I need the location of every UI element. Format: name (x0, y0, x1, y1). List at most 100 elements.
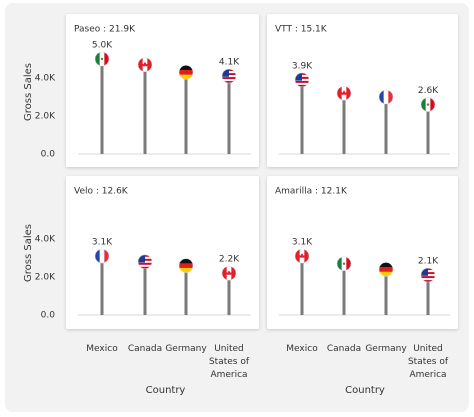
flag-part (179, 69, 193, 75)
panel (267, 14, 458, 167)
panel-title: VTT : 15.1K (275, 25, 328, 35)
flag-part (421, 280, 435, 283)
y-tick-label: 2.0K (35, 273, 56, 283)
value-label: 2.1K (418, 257, 439, 267)
flag-part (104, 52, 109, 66)
flag-part (222, 266, 227, 281)
flag-part (295, 82, 309, 86)
flag-part (304, 249, 309, 264)
x-tick-label: Mexico (286, 344, 318, 354)
flag-part (421, 97, 426, 112)
x-axis-label: Country (146, 385, 186, 396)
flag-part (231, 266, 236, 281)
flag-part (138, 262, 152, 265)
flag-part (426, 103, 430, 106)
flag-part (100, 57, 104, 61)
flag-part (295, 72, 302, 81)
x-tick-label: United States of America (407, 344, 449, 380)
flag-ring (378, 262, 394, 277)
flag-part (421, 268, 428, 276)
flag-ring (420, 97, 436, 112)
flag-part (222, 81, 236, 84)
value-label: 5.0K (92, 41, 113, 51)
y-tick-label: 0.0 (41, 311, 56, 321)
flag-ring (294, 72, 310, 88)
flag-part (295, 249, 300, 264)
flag (222, 69, 236, 84)
flag-part (226, 270, 232, 275)
flag-part (147, 57, 152, 72)
y-tick-label: 2.0K (35, 112, 56, 122)
x-tick-label: Mexico (86, 344, 118, 354)
x-tick-label: United States of America (208, 344, 250, 380)
y-tick-label: 4.0K (35, 235, 56, 245)
flag-ring (336, 256, 352, 271)
flag-part (379, 90, 384, 104)
flag-part (337, 86, 342, 101)
flag-ring (94, 248, 110, 264)
flag-ring (94, 51, 110, 67)
flag-ring (178, 258, 194, 273)
flag-part (104, 249, 109, 264)
panel (66, 176, 259, 329)
flag-part (138, 57, 143, 72)
flag-part (179, 74, 193, 80)
flag-part (179, 263, 193, 269)
flag-part (138, 254, 145, 263)
flag-part (383, 90, 389, 104)
value-label: 2.2K (219, 255, 240, 265)
flag-part (299, 253, 305, 258)
flag (138, 254, 152, 269)
flag-ring (294, 248, 310, 264)
y-axis-label: Gross Sales (23, 224, 34, 282)
x-tick-label: Germany (365, 344, 407, 354)
flag-part (138, 266, 152, 269)
flag (379, 262, 393, 277)
flag-part (95, 249, 100, 264)
flag (421, 268, 435, 283)
value-label: 3.9K (292, 61, 313, 71)
flag (179, 65, 193, 80)
panel-title: Paseo : 21.9K (74, 25, 136, 35)
panel-title: Amarilla : 12.1K (275, 187, 348, 197)
flag-part (430, 97, 435, 112)
flag-part (138, 264, 152, 267)
flag-part (346, 256, 351, 271)
flag-part (99, 249, 105, 264)
flag-ring (336, 85, 352, 101)
y-tick-label: 4.0K (35, 74, 56, 84)
flag-part (388, 90, 393, 104)
flag-part (379, 262, 393, 268)
panel (66, 14, 259, 167)
value-label: 4.1K (219, 58, 240, 68)
y-tick-label: 0.0 (41, 150, 56, 160)
flag (295, 72, 309, 87)
flag (337, 86, 351, 101)
value-label: 3.1K (292, 238, 313, 248)
flag (95, 249, 109, 264)
flag-part (295, 84, 309, 87)
x-tick-label: Canada (127, 344, 163, 354)
panel-title: Velo : 12.6K (74, 187, 129, 197)
flag-ring (420, 267, 436, 283)
flag-part (295, 80, 309, 84)
flag-part (142, 61, 148, 67)
flag-part (341, 90, 347, 95)
flag (421, 97, 435, 112)
flag-ring (178, 65, 194, 80)
flag-part (342, 262, 346, 265)
flag-part (337, 256, 342, 271)
flag-part (222, 77, 236, 80)
flag-part (379, 271, 393, 277)
value-label: 3.1K (92, 238, 113, 248)
flag (179, 258, 193, 273)
flag-part (179, 65, 193, 71)
flag-ring (137, 57, 153, 72)
flag-part (222, 69, 229, 77)
flag-part (379, 267, 393, 273)
flag-part (421, 278, 435, 281)
flag-ring (221, 68, 237, 84)
x-tick-label: Germany (165, 344, 207, 354)
